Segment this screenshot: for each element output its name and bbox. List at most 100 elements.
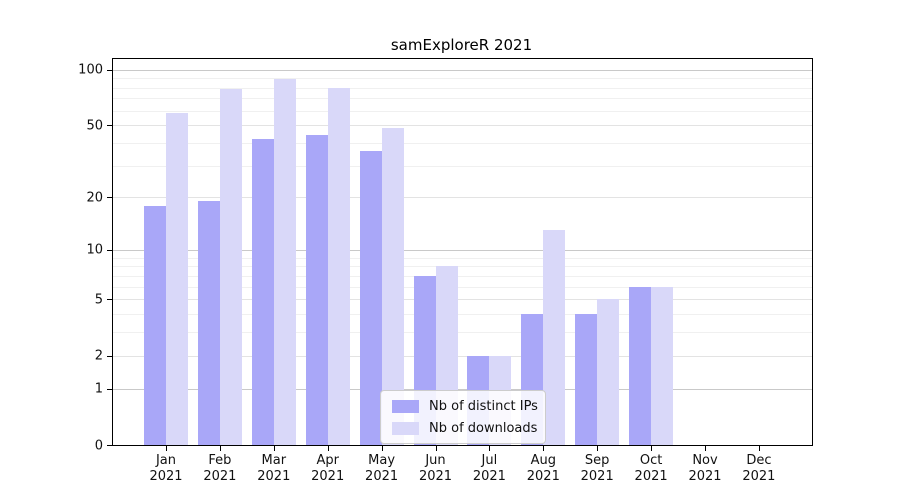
x-tick-month: Jul [481,453,498,468]
gridline-100 [113,69,812,71]
x-tick-year: 2021 [472,469,506,484]
legend-item-distinct-ips: Nb of distinct IPs [392,398,538,414]
x-tick-year: 2021 [149,469,183,484]
x-tick-year: 2021 [742,469,776,484]
gridline-40 [113,142,812,144]
gridline-9 [113,257,812,259]
y-tick-mark-1 [107,388,112,390]
gridline-5 [113,299,812,301]
x-tick-year: 2021 [688,469,722,484]
gridline-8 [113,266,812,268]
bar-jan-distinct-ips [144,205,166,445]
legend-item-downloads: Nb of downloads [392,420,538,436]
x-tick-label-mar: Mar 2021 [247,453,301,485]
bar-aug-downloads [543,230,566,445]
gridline-70 [113,98,812,100]
x-tick-month: Oct [639,453,663,468]
bar-mar-distinct-ips [251,139,274,445]
x-tick-month: May [368,453,396,468]
legend-label-downloads: Nb of downloads [429,420,538,436]
x-tick-year: 2021 [203,469,237,484]
x-tick-mark-mar [273,446,275,451]
y-tick-label-0: 0 [94,438,103,453]
x-tick-mark-may [381,446,383,451]
x-tick-year: 2021 [634,469,668,484]
y-tick-label-1: 1 [94,381,103,397]
y-tick-label-10: 10 [86,242,103,258]
x-tick-month: Nov [692,453,718,468]
gridline-1 [113,388,812,390]
x-tick-label-may: May 2021 [355,453,409,485]
x-tick-label-apr: Apr 2021 [301,453,355,485]
bar-feb-downloads [219,88,242,445]
x-tick-month: Aug [530,453,556,468]
bar-sep-downloads [597,299,620,445]
y-tick-mark-20 [107,197,112,199]
x-tick-label-feb: Feb 2021 [193,453,247,485]
legend-swatch-distinct-ips [392,399,419,413]
bar-may-distinct-ips [359,151,382,445]
gridline-90 [113,78,812,79]
x-tick-mark-nov [705,446,706,451]
gridline-6 [113,286,812,288]
y-tick-mark-0 [107,445,112,446]
y-tick-label-5: 5 [94,292,103,308]
x-tick-label-dec: Dec 2021 [732,453,786,485]
gridline-3 [113,332,812,334]
gridline-80 [113,87,812,89]
x-tick-year: 2021 [365,469,399,484]
x-tick-label-nov: Nov 2021 [678,453,732,485]
x-tick-label-aug: Aug 2021 [516,453,570,485]
bar-sep-distinct-ips [575,314,598,445]
bar-apr-downloads [327,87,350,445]
y-tick-mark-50 [107,125,112,127]
gridline-4 [113,314,812,316]
x-tick-label-jan: Jan 2021 [139,453,193,485]
x-tick-year: 2021 [257,469,291,484]
gridline-20 [113,197,812,199]
x-tick-month: Mar [261,453,287,468]
x-tick-month: Sep [584,453,610,468]
gridline-60 [113,110,812,112]
x-tick-year: 2021 [418,469,453,484]
x-tick-mark-jan [166,446,167,451]
x-tick-label-jun: Jun 2021 [409,453,463,485]
x-tick-year: 2021 [580,469,614,484]
y-tick-label-50: 50 [86,118,103,134]
bar-feb-distinct-ips [197,201,220,445]
x-tick-mark-sep [597,446,599,451]
x-tick-mark-oct [651,446,653,451]
bar-mar-downloads [273,78,296,445]
gridline-2 [113,355,812,357]
gridline-10 [113,249,812,251]
y-tick-label-2: 2 [94,348,103,364]
x-tick-year: 2021 [526,469,560,484]
x-tick-label-jul: Jul 2021 [462,453,516,485]
gridline-50 [113,125,812,127]
gridline-30 [113,165,812,167]
x-tick-label-oct: Oct 2021 [624,453,678,485]
y-tick-label-100: 100 [78,62,103,78]
x-tick-year: 2021 [311,469,345,484]
x-tick-mark-apr [327,446,329,451]
bar-may-downloads [381,128,404,445]
y-tick-mark-100 [107,69,112,71]
y-tick-mark-2 [107,355,112,357]
y-tick-mark-10 [107,249,112,251]
x-tick-mark-feb [219,446,221,451]
legend-label-distinct-ips: Nb of distinct IPs [429,398,538,414]
legend: Nb of distinct IPs Nb of downloads [380,390,546,444]
y-tick-label-20: 20 [86,190,103,206]
bar-oct-downloads [651,286,674,445]
x-tick-month: Apr [316,453,339,468]
y-tick-mark-5 [107,299,112,301]
x-tick-month: Dec [746,453,772,468]
x-tick-mark-jun [435,446,437,451]
bar-oct-distinct-ips [629,286,652,445]
x-tick-month: Jun [425,453,446,468]
bar-jan-downloads [166,113,188,445]
legend-swatch-downloads [392,421,419,435]
gridline-7 [113,275,812,277]
x-tick-month: Feb [208,453,232,468]
